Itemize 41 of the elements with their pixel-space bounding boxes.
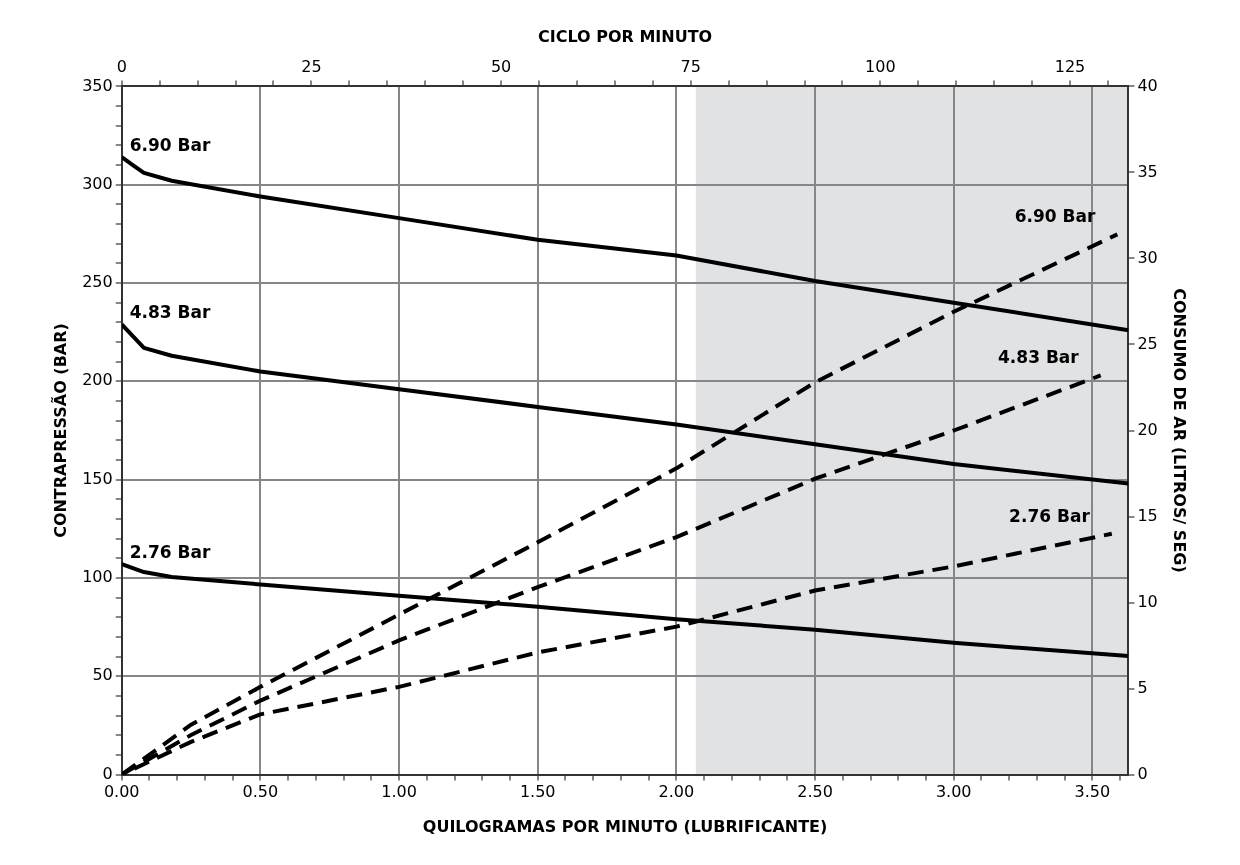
x2-tick-label: 0	[116, 56, 127, 76]
x2-tick-label: 25	[301, 56, 322, 76]
x-tick-label: 0.00	[103, 782, 140, 802]
y-tick-label: 150	[82, 468, 113, 488]
x-tick-label: 3.50	[1074, 782, 1111, 802]
y2-axis-title: CONSUMO DE AR (LITROS/ SEG)	[1170, 288, 1190, 573]
y2-tick-label: 30	[1137, 247, 1158, 267]
series-label: 6.90 Bar	[1014, 206, 1096, 227]
x-tick-label: 1.00	[381, 782, 417, 802]
x2-tick-label: 125	[1054, 56, 1086, 76]
y2-tick-label: 35	[1137, 161, 1158, 181]
x-tick-label: 0.50	[242, 782, 279, 802]
y2-tick-label: 20	[1137, 419, 1158, 439]
y2-tick-label: 5	[1137, 677, 1148, 697]
y-tick-label: 250	[82, 272, 113, 292]
y2-tick-label: 10	[1137, 591, 1158, 611]
x-axis-title: QUILOGRAMAS POR MINUTO (LUBRIFICANTE)	[422, 816, 828, 836]
x-tick-label: 1.50	[519, 782, 556, 802]
y2-tick-label: 25	[1137, 333, 1158, 353]
series-label: 6.90 Bar	[129, 135, 212, 156]
y-tick-label: 0	[102, 763, 113, 783]
series-label: 2.76 Bar	[129, 542, 212, 563]
x2-tick-label: 100	[865, 56, 896, 76]
y-tick-label: 50	[92, 665, 113, 685]
series-label: 2.76 Bar	[1009, 505, 1091, 526]
x2-tick-label: 50	[490, 56, 512, 76]
x2-axis-title: CICLO POR MINUTO	[537, 26, 713, 46]
x-tick-label: 3.00	[935, 782, 972, 802]
y-tick-label: 350	[82, 75, 113, 95]
y2-tick-label: 0	[1137, 763, 1148, 783]
x-tick-label: 2.00	[658, 782, 695, 802]
y2-tick-label: 15	[1137, 505, 1158, 525]
y-axis-title: CONTRAPRESSÃO (BAR)	[50, 323, 70, 538]
y-tick-label: 200	[82, 370, 113, 390]
series-label: 4.83 Bar	[998, 347, 1080, 368]
x2-tick-label: 75	[680, 56, 701, 76]
y-tick-label: 300	[82, 173, 113, 193]
x-tick-label: 2.50	[797, 782, 833, 802]
series-label: 4.83 Bar	[129, 302, 212, 323]
y2-tick-label: 40	[1137, 75, 1158, 95]
y-tick-label: 100	[82, 567, 113, 587]
